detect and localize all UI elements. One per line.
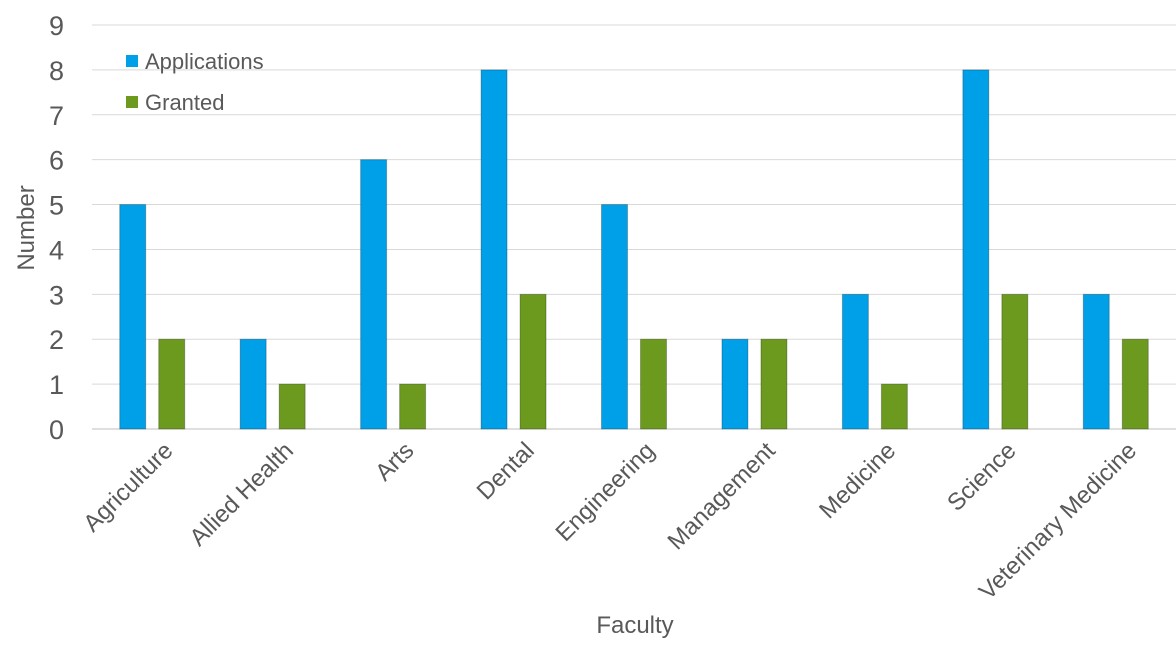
bar-granted (519, 293, 547, 430)
x-tick-label: Dental (472, 437, 540, 505)
bar-granted (760, 338, 788, 430)
legend-swatch-granted (126, 96, 138, 108)
y-axis-ticks: 0 1 2 3 4 5 6 7 8 9 (49, 11, 64, 445)
bar-applications (239, 338, 267, 430)
y-tick-label: 1 (49, 370, 64, 400)
legend-swatch-applications (126, 55, 138, 67)
x-tick-label: Science (942, 437, 1021, 516)
x-tick-label: Arts (370, 437, 419, 486)
legend-label-applications: Applications (145, 49, 264, 74)
bar-granted (1001, 293, 1029, 430)
x-axis-ticks: Agriculture Allied Health Arts Dental Engine… (78, 437, 1142, 605)
y-tick-label: 2 (49, 325, 64, 355)
x-axis-title: Faculty (596, 612, 673, 639)
bar-applications (119, 204, 147, 430)
x-tick-label: Management (663, 437, 781, 555)
legend: Applications Granted (126, 49, 264, 115)
grid-lines (92, 24, 1176, 430)
bar-granted (158, 338, 186, 430)
y-tick-label: 5 (49, 191, 64, 221)
y-tick-label: 3 (49, 280, 64, 310)
bar-applications (721, 338, 749, 430)
bar-applications (1082, 293, 1110, 430)
x-tick-label: Agriculture (78, 437, 178, 537)
x-tick-label: Allied Health (185, 437, 299, 551)
bar-granted (278, 383, 306, 430)
bar-applications (601, 204, 628, 430)
y-tick-label: 0 (49, 415, 64, 445)
y-tick-label: 9 (49, 11, 64, 41)
bar-granted (640, 338, 667, 430)
bar-applications (480, 69, 508, 430)
y-tick-label: 4 (49, 235, 64, 265)
x-tick-label: Engineering (551, 437, 661, 547)
bar-granted (399, 383, 427, 430)
y-tick-label: 6 (49, 146, 64, 176)
y-tick-label: 7 (49, 101, 64, 131)
y-tick-label: 8 (49, 56, 64, 86)
bar-granted (880, 383, 908, 430)
legend-label-granted: Granted (145, 90, 225, 115)
bar-granted (1121, 338, 1149, 430)
bar-applications (841, 293, 869, 430)
bars (119, 69, 1149, 430)
y-axis-title: Number (13, 185, 40, 270)
bar-applications (962, 69, 990, 430)
bar-applications (360, 159, 388, 430)
x-tick-label: Medicine (814, 437, 901, 524)
